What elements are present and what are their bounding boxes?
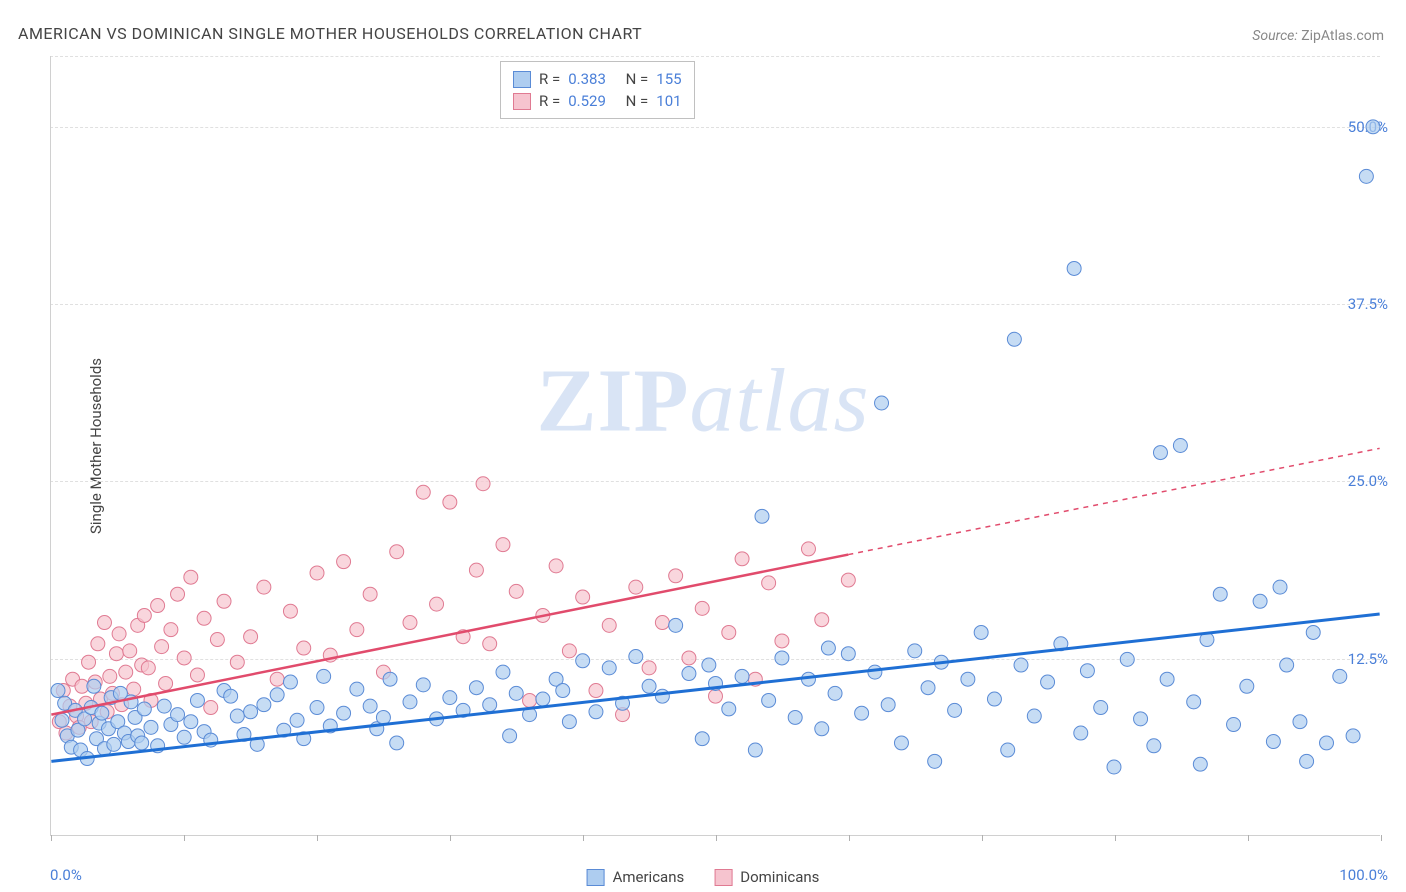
x-tick xyxy=(716,835,717,841)
swatch-americans xyxy=(587,869,605,886)
chart-title: AMERICAN VS DOMINICAN SINGLE MOTHER HOUS… xyxy=(18,24,642,43)
legend-item-americans: Americans xyxy=(587,868,685,886)
x-tick xyxy=(849,835,850,841)
scatter-svg xyxy=(51,56,1380,835)
x-tick xyxy=(1248,835,1249,841)
r-prefix: R = xyxy=(539,92,560,110)
stat-row-americans: R = 0.383 N = 155 xyxy=(513,68,682,90)
legend-item-dominicans: Dominicans xyxy=(714,868,819,886)
legend-label-americans: Americans xyxy=(613,868,685,886)
r-value-dominicans: 0.529 xyxy=(568,92,606,110)
x-tick xyxy=(1381,835,1382,841)
n-prefix: N = xyxy=(626,70,649,88)
x-axis-max-label: 100.0% xyxy=(1339,866,1388,884)
swatch-americans xyxy=(513,71,531,88)
swatch-dominicans xyxy=(513,93,531,110)
source-name: ZipAtlas.com xyxy=(1301,28,1384,44)
bottom-legend: Americans Dominicans xyxy=(587,868,820,886)
stat-legend: R = 0.383 N = 155 R = 0.529 N = 101 xyxy=(500,61,695,119)
x-tick xyxy=(184,835,185,841)
x-tick xyxy=(583,835,584,841)
stat-row-dominicans: R = 0.529 N = 101 xyxy=(513,90,682,112)
x-tick xyxy=(450,835,451,841)
legend-label-dominicans: Dominicans xyxy=(740,868,819,886)
r-prefix: R = xyxy=(539,70,560,88)
x-tick xyxy=(317,835,318,841)
plot-container xyxy=(50,56,1380,836)
source-attribution: Source: ZipAtlas.com xyxy=(1252,28,1384,44)
x-tick xyxy=(51,835,52,841)
r-value-americans: 0.383 xyxy=(568,70,606,88)
x-tick xyxy=(982,835,983,841)
n-prefix: N = xyxy=(626,92,649,110)
swatch-dominicans xyxy=(714,869,732,886)
plot-area xyxy=(50,56,1380,836)
n-value-dominicans: 101 xyxy=(656,92,681,110)
x-tick xyxy=(1115,835,1116,841)
n-value-americans: 155 xyxy=(656,70,681,88)
source-label: Source: xyxy=(1252,28,1297,44)
x-axis-min-label: 0.0% xyxy=(50,866,82,884)
